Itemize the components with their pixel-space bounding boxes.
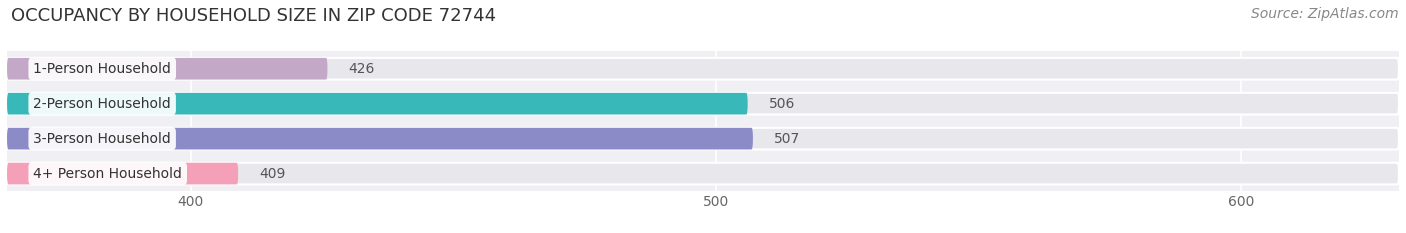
Text: 409: 409 — [259, 167, 285, 181]
FancyBboxPatch shape — [7, 163, 1399, 185]
FancyBboxPatch shape — [7, 93, 1399, 115]
Text: 506: 506 — [769, 97, 794, 111]
Text: Source: ZipAtlas.com: Source: ZipAtlas.com — [1251, 7, 1399, 21]
Text: 426: 426 — [349, 62, 375, 76]
Text: OCCUPANCY BY HOUSEHOLD SIZE IN ZIP CODE 72744: OCCUPANCY BY HOUSEHOLD SIZE IN ZIP CODE … — [11, 7, 496, 25]
Text: 4+ Person Household: 4+ Person Household — [34, 167, 183, 181]
FancyBboxPatch shape — [7, 128, 1399, 150]
Text: 2-Person Household: 2-Person Household — [34, 97, 172, 111]
FancyBboxPatch shape — [7, 128, 752, 150]
Text: 507: 507 — [773, 132, 800, 146]
Text: 3-Person Household: 3-Person Household — [34, 132, 172, 146]
FancyBboxPatch shape — [7, 163, 238, 185]
Text: 1-Person Household: 1-Person Household — [34, 62, 172, 76]
FancyBboxPatch shape — [7, 58, 1399, 80]
FancyBboxPatch shape — [7, 58, 328, 80]
FancyBboxPatch shape — [7, 93, 748, 115]
